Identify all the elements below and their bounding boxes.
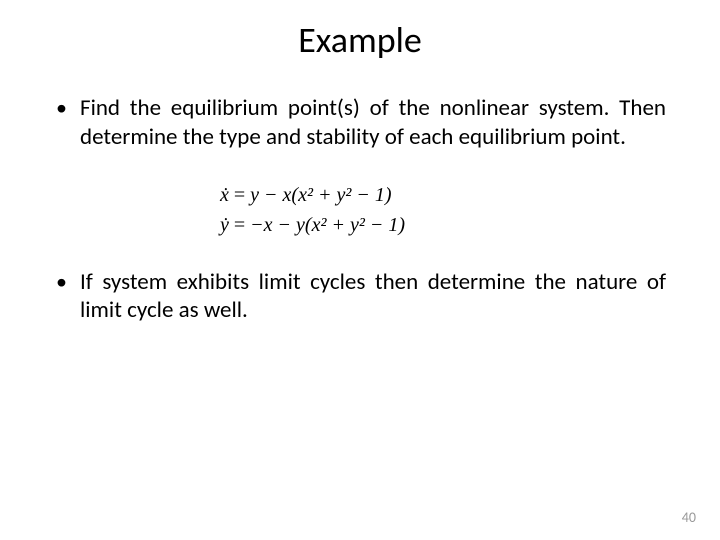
bullet-list-2: If system exhibits limit cycles then det…	[40, 268, 680, 326]
eq2-lhs: ẏ	[220, 214, 229, 236]
equals-sign: =	[234, 214, 250, 236]
page-number: 40	[682, 509, 696, 526]
bullet-item-2: If system exhibits limit cycles then det…	[54, 268, 666, 326]
eq2-rhs: −x − y(x² + y² − 1)	[250, 214, 405, 236]
equation-1: ẋ = y − x(x² + y² − 1)	[220, 180, 680, 210]
bullet-list: Find the equilibrium point(s) of the non…	[40, 94, 680, 152]
slide-container: Example Find the equilibrium point(s) of…	[0, 0, 720, 540]
slide-title: Example	[40, 18, 680, 62]
equation-block: ẋ = y − x(x² + y² − 1) ẏ = −x − y(x² + y…	[40, 180, 680, 240]
equals-sign: =	[234, 184, 250, 206]
equation-2: ẏ = −x − y(x² + y² − 1)	[220, 210, 680, 240]
bullet-item-1: Find the equilibrium point(s) of the non…	[54, 94, 666, 152]
eq1-lhs: ẋ	[220, 184, 229, 206]
eq1-rhs: y − x(x² + y² − 1)	[250, 184, 391, 206]
